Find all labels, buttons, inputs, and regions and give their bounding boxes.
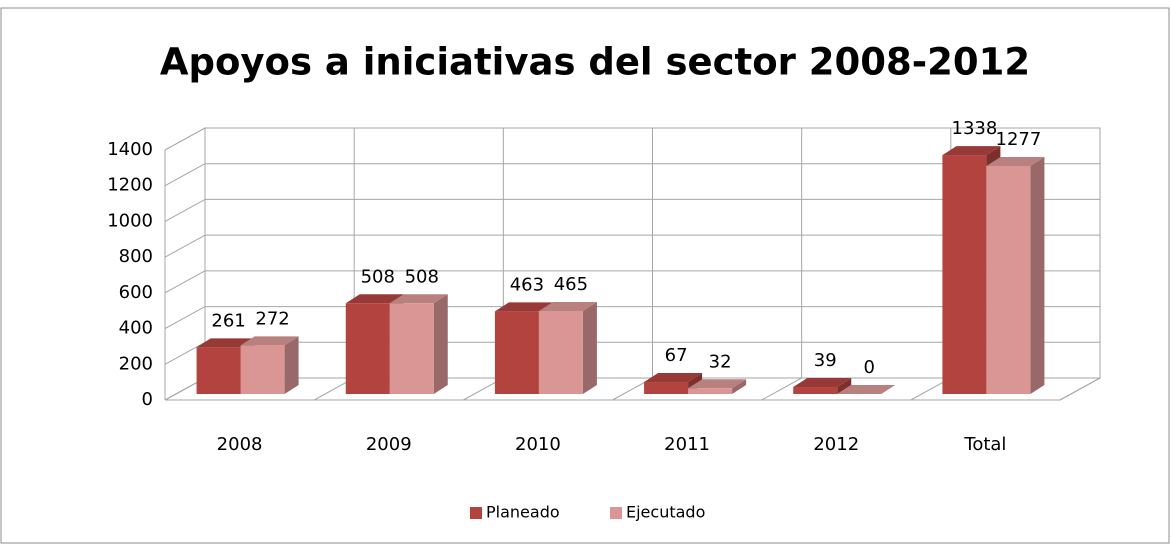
x-tick-label: 2009 (366, 434, 412, 455)
chart-title: Apoyos a iniciativas del sector 2008-201… (160, 41, 1030, 84)
y-tick-label: 1200 (107, 175, 153, 196)
side-grid-line (164, 341, 206, 365)
side-grid-line (164, 198, 206, 222)
data-label: 0 (864, 357, 875, 378)
floor-line (761, 377, 802, 401)
bar (793, 387, 838, 394)
floor-right (1059, 377, 1101, 401)
data-label: 32 (709, 351, 732, 372)
bar-top (196, 338, 255, 348)
data-label: 1277 (996, 129, 1042, 150)
bar (494, 311, 539, 394)
x-tick-label: 2010 (515, 434, 561, 455)
data-label: 465 (554, 274, 588, 295)
y-tick-label: 800 (119, 246, 153, 267)
bar (240, 345, 285, 394)
legend-label: Ejecutado (626, 503, 705, 522)
bar-top (688, 379, 747, 389)
bar (688, 388, 733, 394)
bar-top (494, 302, 553, 312)
data-label: 463 (510, 274, 544, 295)
data-label: 261 (211, 310, 245, 331)
y-tick-label: 1000 (107, 210, 153, 231)
data-label: 67 (665, 345, 688, 366)
y-tick-label: 1400 (107, 139, 153, 160)
bar-top (793, 378, 852, 388)
bar-top (389, 294, 448, 304)
legend-swatch (470, 507, 482, 519)
bar-top (837, 385, 896, 394)
bar (942, 155, 987, 394)
bar-top (986, 156, 1045, 166)
bar-side (582, 301, 597, 394)
bar (389, 303, 434, 394)
bar-top (345, 294, 404, 304)
bar (538, 310, 583, 394)
bar-side (433, 294, 448, 394)
y-tick-label: 0 (142, 389, 153, 410)
y-tick-label: 400 (119, 318, 153, 339)
side-grid-line (164, 127, 206, 151)
bar-top (240, 336, 299, 346)
legend-swatch (610, 507, 622, 519)
x-tick-label: Total (963, 434, 1006, 455)
data-label: 1338 (952, 118, 998, 139)
side-grid-line (164, 306, 206, 330)
y-tick-label: 200 (119, 353, 153, 374)
bar (345, 303, 390, 394)
data-label: 39 (814, 350, 837, 371)
side-grid-line (164, 234, 206, 258)
bar-top (644, 373, 703, 383)
x-tick-label: 2012 (813, 434, 859, 455)
data-label: 508 (405, 266, 439, 287)
bar-side (284, 336, 299, 394)
bar-side (1030, 156, 1045, 394)
data-label: 272 (255, 308, 289, 329)
data-label: 508 (361, 266, 395, 287)
bar-top (942, 146, 1001, 156)
bar-side (732, 379, 747, 394)
x-tick-label: 2011 (664, 434, 710, 455)
bar (986, 165, 1031, 394)
bar-top (538, 301, 597, 311)
bar-side (837, 378, 852, 394)
x-tick-label: 2008 (217, 434, 263, 455)
side-grid-line (164, 163, 206, 187)
legend-label: Planeado (486, 503, 560, 522)
bar (196, 347, 241, 394)
side-grid-line (164, 270, 206, 294)
y-tick-label: 600 (119, 282, 153, 303)
bar (644, 382, 689, 394)
